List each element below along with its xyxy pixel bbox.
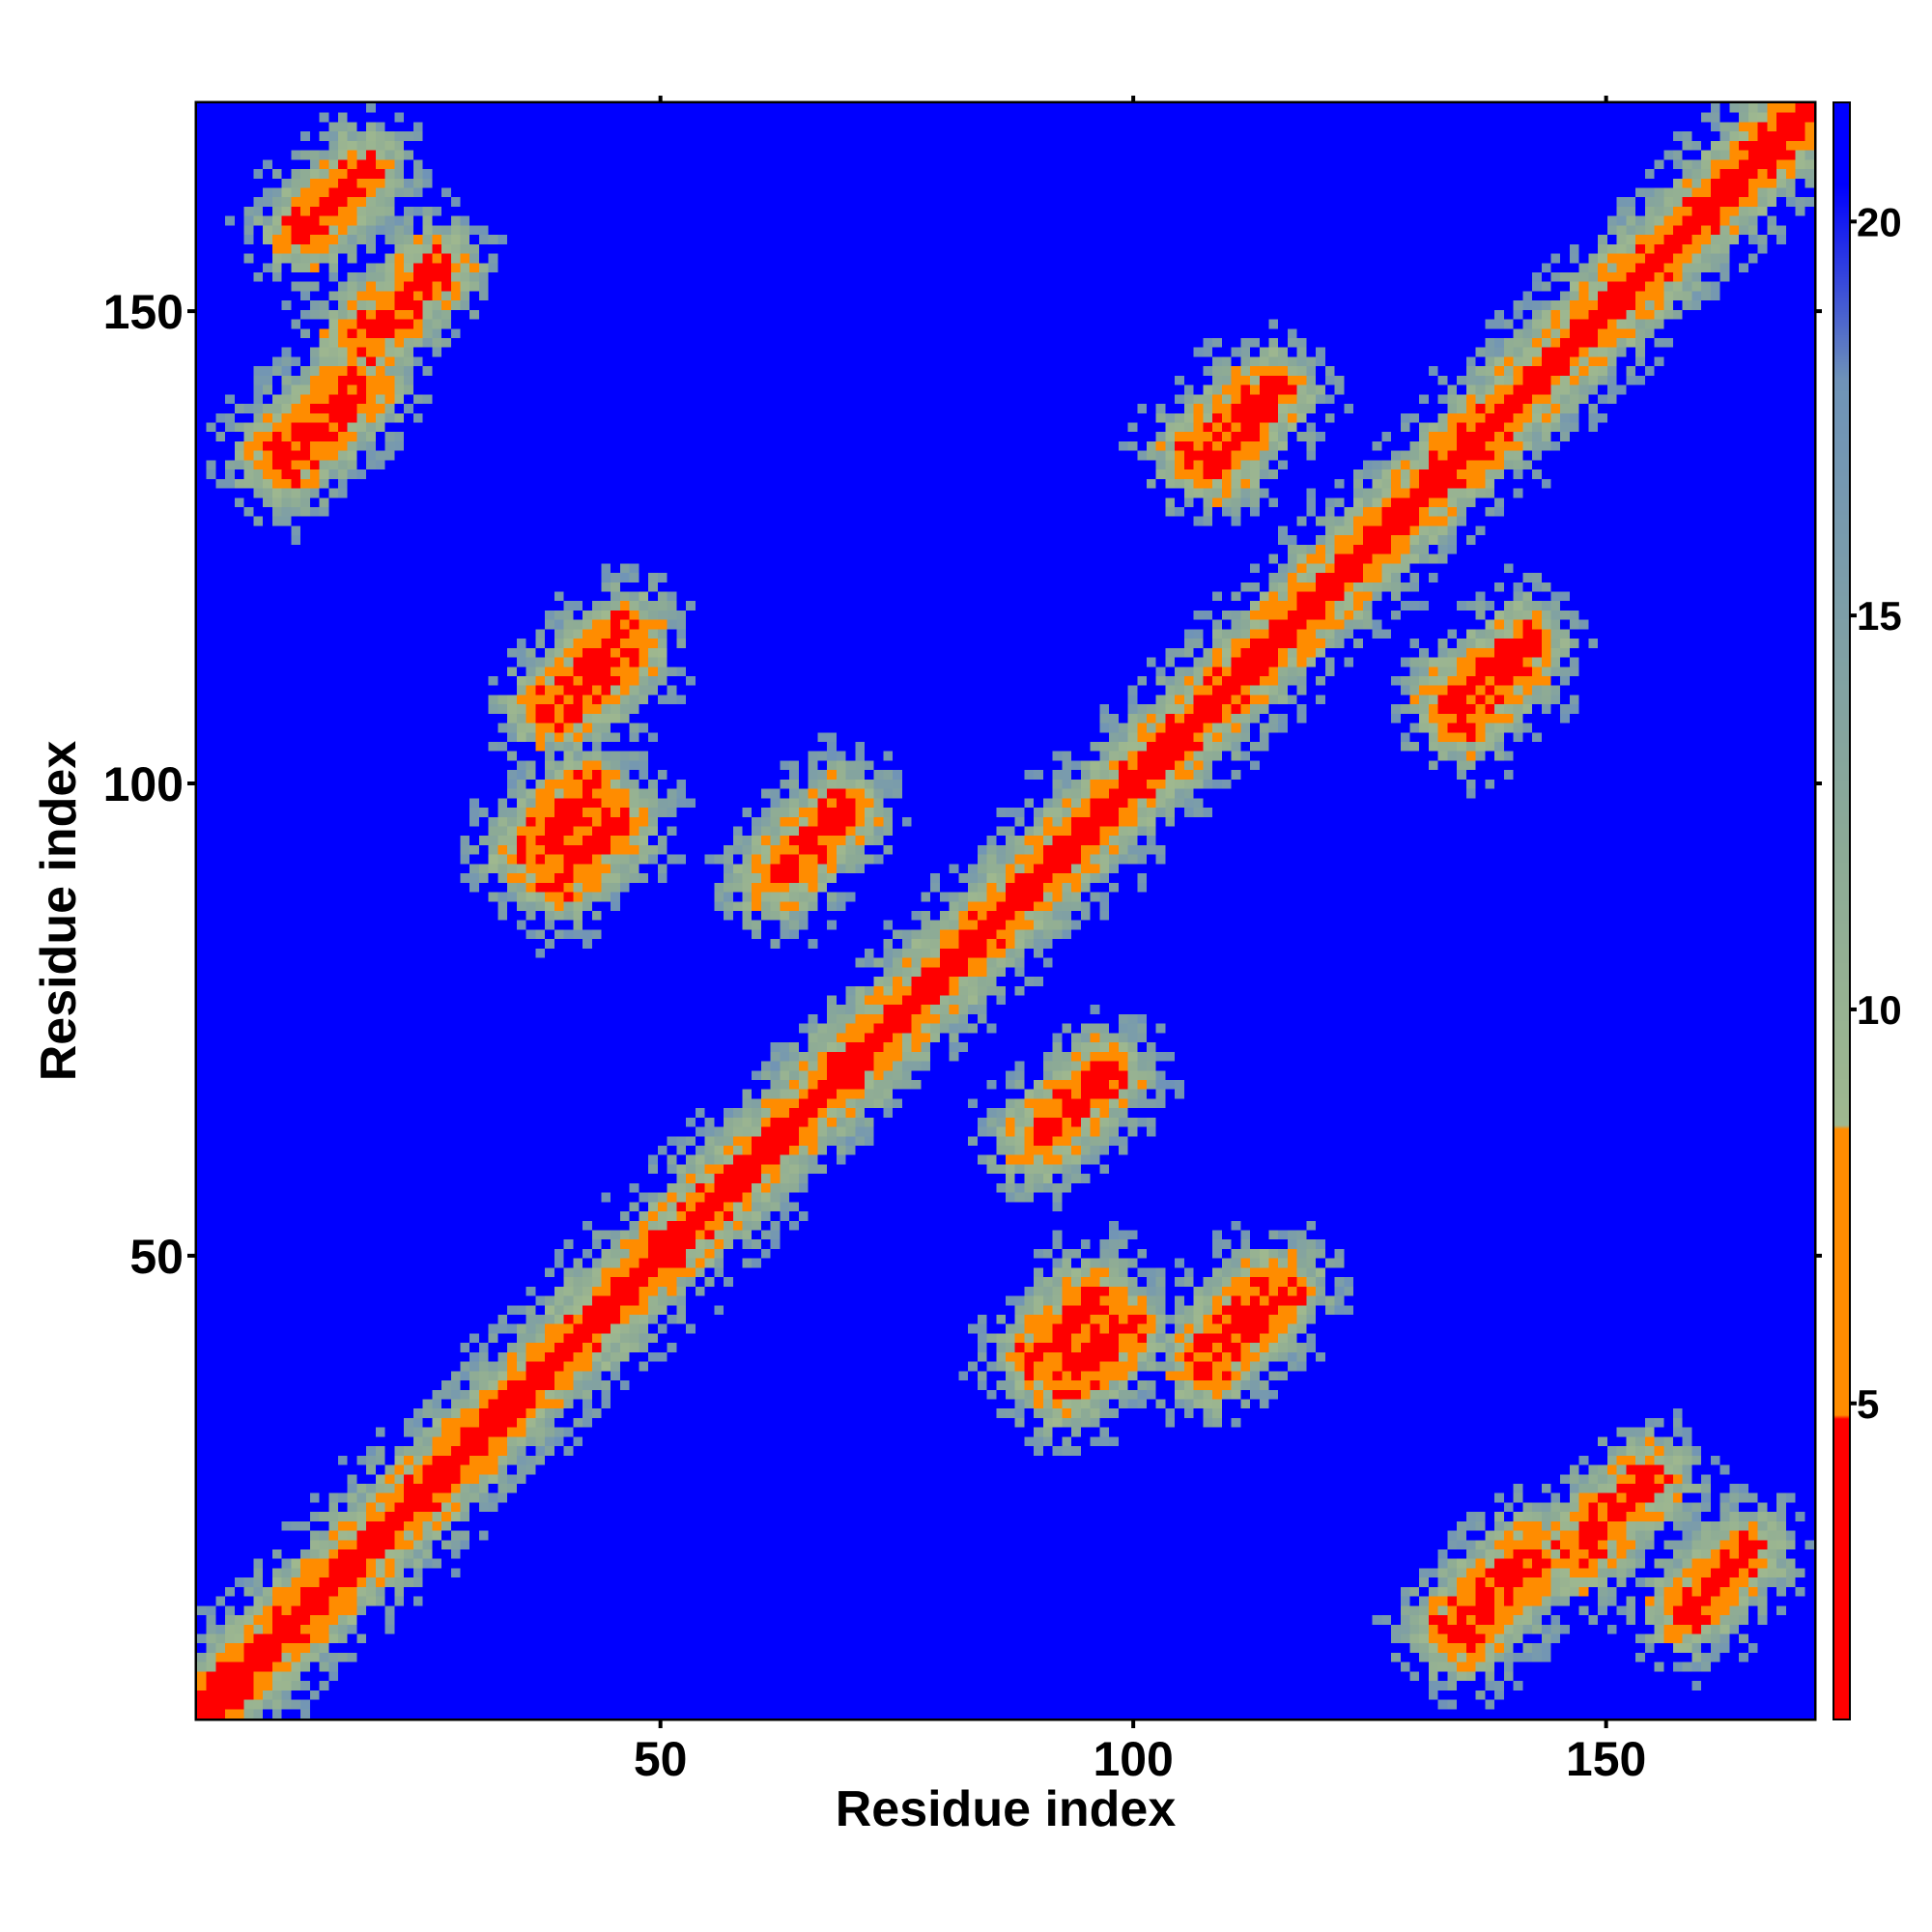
- y-tick-label: 50: [129, 1230, 184, 1284]
- colorbar-tick-label: 5: [1857, 1381, 1879, 1427]
- x-tick-label: 150: [1566, 1732, 1646, 1786]
- x-axis-ticks: 50 100 150: [634, 96, 1646, 1786]
- x-axis-title: Residue index: [836, 1781, 1177, 1837]
- colorbar-tick-label: 10: [1857, 987, 1902, 1033]
- y-tick-label: 100: [103, 757, 184, 811]
- colorbar-tick-label: 20: [1857, 199, 1902, 244]
- y-tick-label: 150: [103, 285, 184, 339]
- y-axis-ticks: 50 100 150: [103, 285, 1822, 1284]
- x-tick-label: 50: [634, 1732, 688, 1786]
- colorbar-tick-label: 15: [1857, 593, 1902, 639]
- y-axis-title: Residue index: [31, 741, 87, 1082]
- x-tick-label: 100: [1093, 1732, 1173, 1786]
- colorbar-gradient: [1834, 103, 1849, 1719]
- colorbar-ticks: 5 10 15 20: [1849, 199, 1902, 1427]
- heatmap-cells: [197, 103, 1814, 1719]
